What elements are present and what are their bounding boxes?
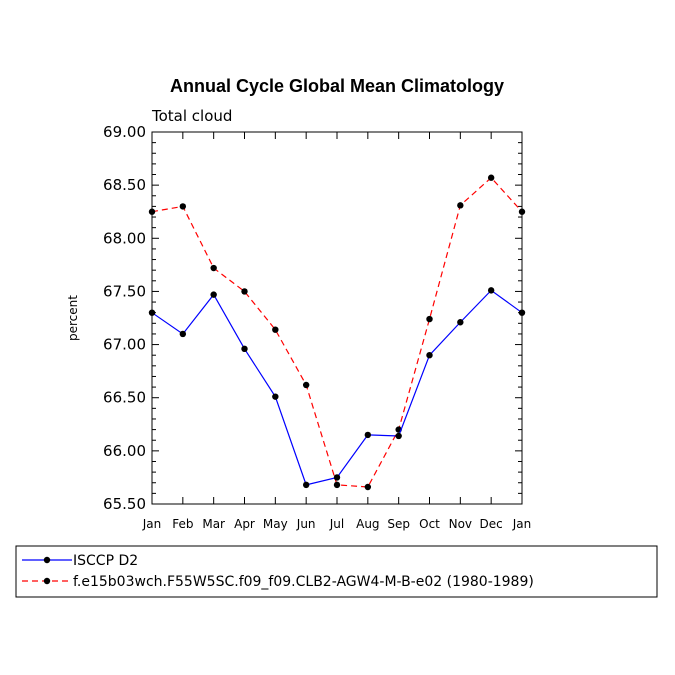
data-point [272,393,279,400]
data-point [302,481,310,489]
y-tick-label: 67.50 [103,282,146,300]
x-tick-label: Sep [387,517,410,531]
y-tick-label: 68.50 [103,176,146,194]
legend-label-isccp: ISCCP D2 [73,553,138,569]
y-tick-label: 67.00 [103,336,146,354]
data-point [179,330,187,338]
legend-entry-model: f.e15b03wch.F55W5SC.f09_f09.CLB2-AGW4-M-… [22,574,534,590]
data-point [457,319,464,326]
plot-frame [151,131,523,505]
x-tick-label: Jan [512,517,532,531]
data-point [148,208,156,215]
x-tick-label: Mar [202,517,225,531]
x-tick-label: Feb [172,517,193,531]
x-tick-label: Jun [296,517,316,531]
x-tick-label: Aug [356,517,379,531]
x-tick-label: May [263,517,288,531]
x-tick-label: Dec [480,517,503,531]
data-point [457,202,464,209]
data-point [518,208,526,215]
data-point [426,315,433,323]
y-tick-label: 66.50 [103,389,146,407]
series-1 [148,174,526,491]
data-point [302,381,310,389]
axis-ticks [151,131,523,505]
y-tick-label: 69.00 [103,123,146,141]
x-tick-label: Jul [329,517,344,531]
data-point [210,264,217,272]
data-point [333,481,341,489]
x-tick-label: Apr [234,517,255,531]
series-line [151,176,523,488]
x-tick-labels: Jan Feb Mar Apr May Jun Jul Aug Sep Oct Nov Dec Jan [142,517,532,531]
data-point [395,432,402,440]
legend-marker-isccp [43,556,51,564]
x-tick-label: Jan [142,517,162,531]
data-point [210,291,217,298]
data-point [179,203,187,210]
y-tick-label: 65.50 [103,495,146,513]
data-point [487,287,495,294]
series-line [151,289,523,486]
y-tick-label: 66.00 [103,442,146,460]
chart-subtitle: Total cloud [151,107,232,125]
data-point [148,309,156,316]
data-point [241,288,248,295]
data-point [487,174,495,181]
chart-title: Annual Cycle Global Mean Climatology [170,76,504,96]
legend-marker-model [43,577,51,585]
y-tick-labels: 65.50 66.00 66.50 67.00 67.50 68.00 68.50 69.00 [103,123,146,513]
data-point [241,345,248,353]
series-0 [148,287,526,489]
legend-entry-isccp: ISCCP D2 [22,553,138,569]
y-axis-label: percent [66,295,80,341]
legend-box [15,545,658,598]
series-group [148,174,526,491]
x-tick-label: Oct [419,517,440,531]
data-point [364,431,372,439]
data-point [333,474,341,481]
data-point [518,309,526,316]
legend-label-model: f.e15b03wch.F55W5SC.f09_f09.CLB2-AGW4-M-… [73,574,534,590]
y-tick-label: 68.00 [103,229,146,247]
data-point [272,326,279,333]
x-tick-label: Nov [449,517,472,531]
data-point [364,483,372,491]
data-point [426,352,433,359]
